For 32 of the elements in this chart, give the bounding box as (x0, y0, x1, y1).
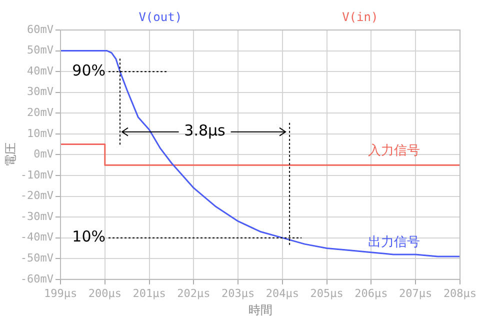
y-tick-label: 10mV (27, 126, 54, 140)
x-tick-label: 204μs (266, 286, 300, 300)
text: V(out) (138, 10, 182, 24)
annotation: 90% (72, 61, 106, 80)
y-tick-label: -40mV (20, 230, 54, 244)
annotation: 10% (72, 228, 106, 246)
x-tick-label: 202μs (177, 286, 210, 300)
x-tick-label: 201μs (132, 286, 166, 300)
y-tick-label: -30mV (20, 210, 54, 223)
y-tick-label: 20mV (27, 106, 54, 119)
y-tick-label: 40mV (27, 64, 54, 78)
y-tick-label: -50mV (20, 251, 54, 264)
x-tick-label: 199μs (44, 286, 78, 300)
y-tick-label: 30mV (27, 85, 54, 98)
annotation: 入力信号 (368, 143, 420, 158)
x-tick-label: 200μs (88, 286, 122, 300)
x-axis-title: 時間 (248, 302, 272, 317)
annotation: 3.8μs (184, 122, 226, 140)
y-tick-label: 50mV (27, 44, 54, 57)
annotation: 出力信号 (368, 234, 420, 250)
x-tick-label: 207μs (399, 286, 432, 300)
y-tick-label: -10mV (20, 168, 54, 182)
y-tick-label: -60mV (20, 272, 54, 286)
y-tick-label: -20mV (20, 189, 54, 202)
y-tick-label: 0mV (34, 148, 54, 161)
text: V(in) (342, 10, 378, 24)
y-axis-title: 電圧 (3, 142, 18, 167)
x-tick-label: 208μs (443, 286, 477, 300)
x-tick-label: 206μs (354, 286, 388, 300)
x-tick-label: 203μs (222, 286, 255, 300)
x-tick-label: 205μs (310, 286, 344, 300)
y-tick-label: 60mV (27, 22, 54, 36)
